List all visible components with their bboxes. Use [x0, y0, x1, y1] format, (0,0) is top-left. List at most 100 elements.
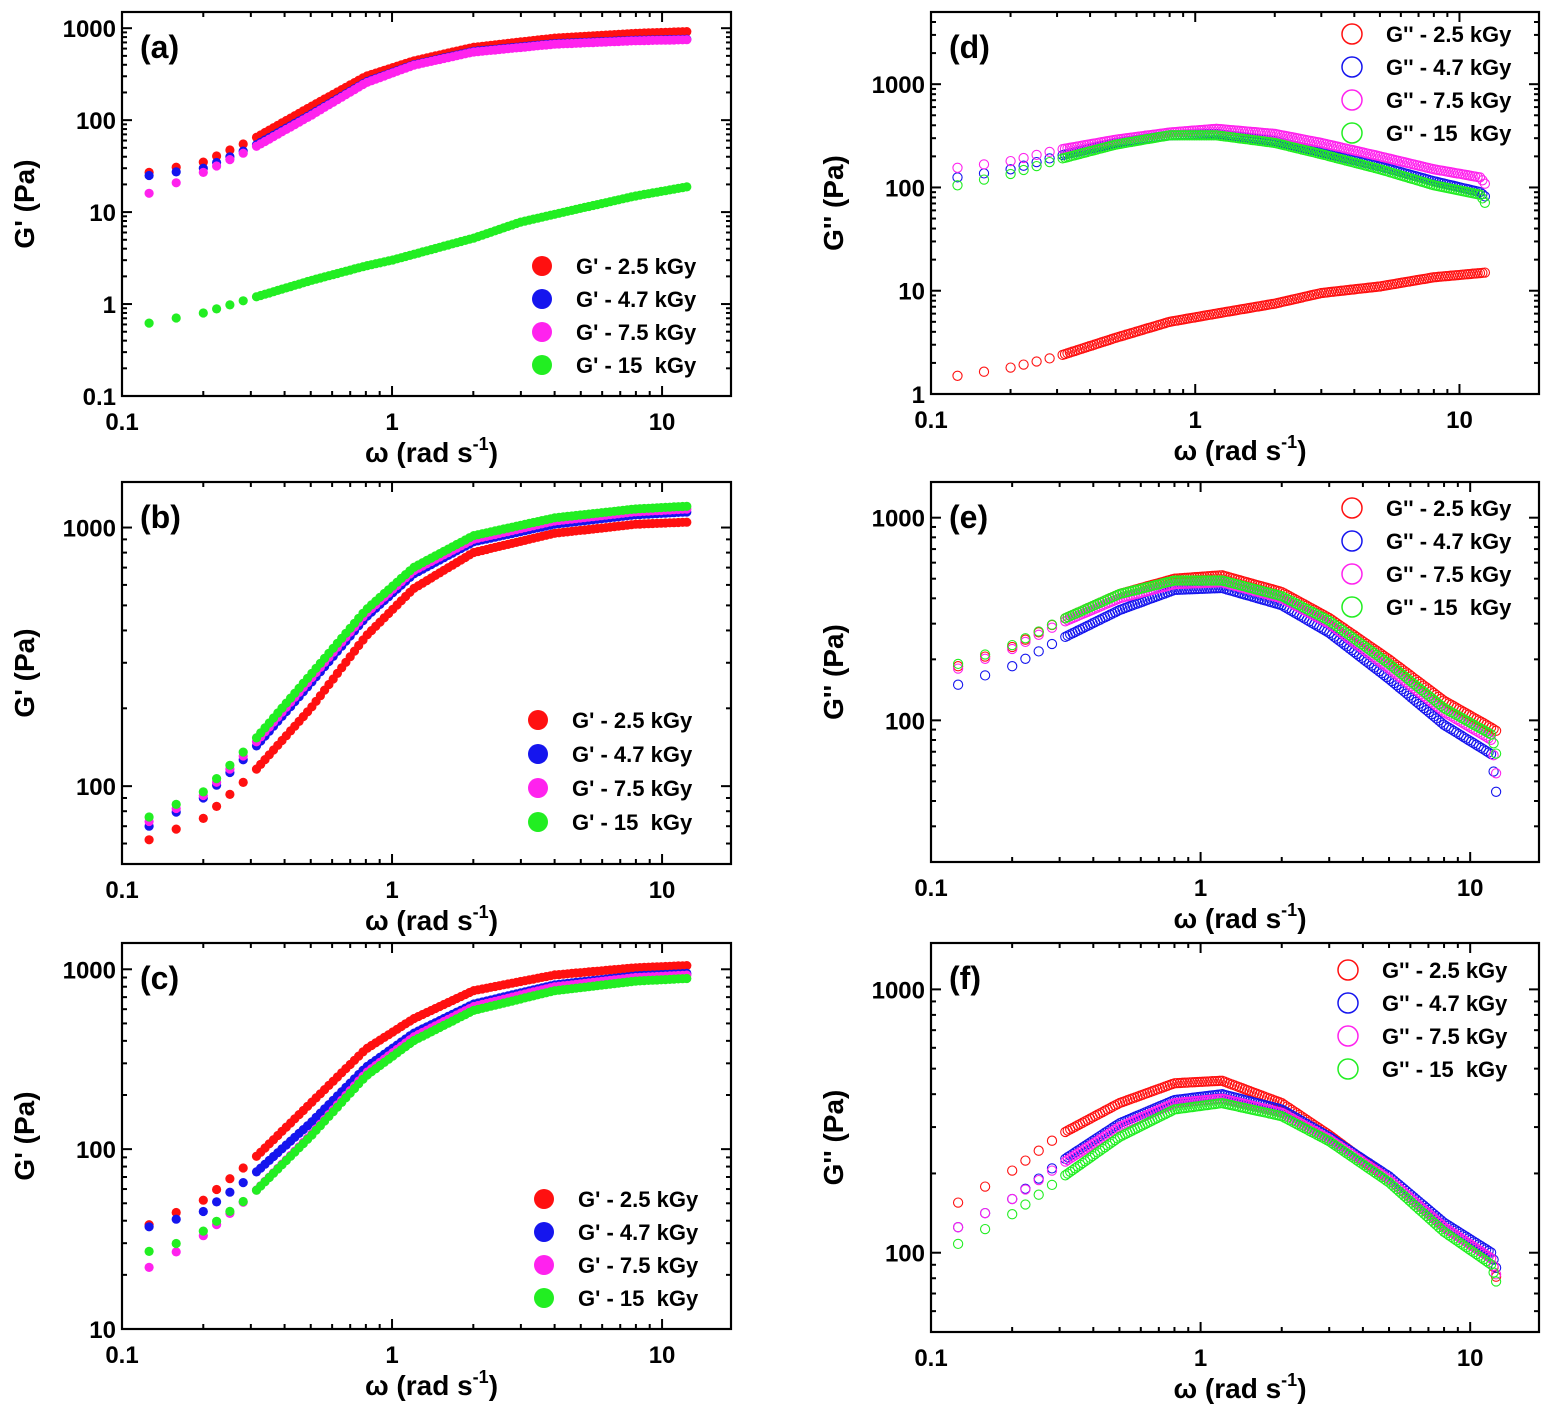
- data-point: [1164, 130, 1176, 141]
- legend-marker: [1341, 530, 1363, 552]
- data-point: [952, 679, 964, 690]
- plot-frame: [120, 941, 733, 1331]
- data-point: [979, 1181, 991, 1192]
- data-point: [171, 1238, 181, 1249]
- legend-label: G'' - 2.5 kGy: [1382, 958, 1508, 983]
- legend-marker: [534, 1255, 554, 1275]
- x-axis-title: ω (rad s-1): [365, 434, 498, 468]
- data-point: [979, 651, 991, 662]
- data-point: [1087, 1135, 1098, 1147]
- data-point: [1112, 605, 1123, 617]
- y-tick-label: 100: [885, 708, 925, 735]
- legend-marker: [532, 256, 552, 276]
- data-point: [952, 180, 963, 191]
- data-markers: [952, 1075, 1502, 1287]
- y-tick-label: 100: [76, 1137, 116, 1164]
- data-point: [682, 35, 692, 45]
- data-point: [1199, 575, 1210, 586]
- data-point: [979, 1207, 991, 1219]
- chart-panel-c: 0.1 1 10 10 100 1000 ω (rad s-1) G' (Pa) (c) G' -…: [9, 941, 733, 1401]
- x-tick-label: 1: [385, 409, 398, 436]
- legend-marker: [1341, 23, 1363, 45]
- data-point: [1018, 152, 1029, 164]
- legend: G'' - 2.5 kGy G'' - 4.7 kGy G'' - 7.5 kGy G…: [1341, 496, 1512, 620]
- data-point: [238, 139, 248, 149]
- data-point: [1212, 575, 1223, 586]
- data-markers: [144, 501, 692, 845]
- data-point: [1451, 1230, 1462, 1241]
- y-axis-title: G' (Pa): [9, 628, 40, 717]
- legend-marker: [1341, 122, 1363, 144]
- data-point: [1033, 626, 1044, 637]
- data-point: [1448, 725, 1459, 737]
- legend-marker: [1341, 497, 1363, 519]
- data-point: [1456, 716, 1467, 728]
- y-tick-label: 100: [76, 108, 116, 135]
- data-point: [1443, 1225, 1454, 1236]
- data-point: [1458, 731, 1469, 743]
- data-point: [1018, 359, 1029, 370]
- data-point: [1490, 768, 1502, 779]
- y-tick-label: 1000: [872, 72, 925, 99]
- legend-label: G' - 15 kGy: [572, 810, 693, 835]
- data-point: [1077, 1145, 1088, 1156]
- data-point: [171, 799, 181, 810]
- data-point: [1092, 1132, 1103, 1143]
- data-point: [1044, 156, 1055, 168]
- data-point: [1089, 1137, 1101, 1148]
- data-point: [1443, 722, 1454, 733]
- legend-label: G' - 2.5 kGy: [578, 1187, 699, 1212]
- series-f-2: [952, 1093, 1502, 1280]
- data-point: [171, 178, 181, 188]
- y-tick-label: 10: [898, 279, 925, 306]
- data-point: [1477, 175, 1488, 186]
- x-tick-label: 0.1: [105, 877, 138, 904]
- legend-marker: [528, 710, 548, 730]
- x-axis-title: ω (rad s-1): [1173, 432, 1306, 466]
- data-point: [682, 973, 692, 984]
- data-point: [1446, 711, 1457, 722]
- series-c-0: [144, 961, 692, 1230]
- y-tick-label: 1000: [63, 516, 116, 543]
- data-point: [1031, 156, 1042, 168]
- data-point: [1172, 130, 1183, 141]
- data-point: [1458, 718, 1469, 729]
- data-point: [682, 517, 692, 527]
- data-point: [171, 1214, 181, 1224]
- x-tick-label: 0.1: [105, 409, 138, 436]
- data-point: [952, 1222, 964, 1233]
- data-point: [212, 774, 222, 784]
- data-point: [144, 835, 154, 845]
- data-markers: [952, 123, 1491, 381]
- data-point: [1203, 130, 1215, 141]
- data-point: [1441, 721, 1452, 732]
- x-axis-title: ω (rad s-1): [1173, 1370, 1306, 1404]
- data-point: [212, 1216, 222, 1226]
- data-point: [1046, 1163, 1058, 1174]
- data-point: [198, 1195, 208, 1205]
- legend-label: G'' - 4.7 kGy: [1386, 529, 1512, 554]
- y-axis-title: G' (Pa): [9, 159, 40, 248]
- data-point: [225, 155, 235, 165]
- data-point: [1189, 575, 1200, 586]
- data-point: [1206, 130, 1217, 141]
- data-point: [1179, 130, 1190, 141]
- data-point: [952, 658, 964, 670]
- y-tick-label: 1000: [872, 506, 925, 533]
- legend-marker: [534, 1222, 554, 1242]
- legend-marker: [532, 355, 552, 375]
- legend-label: G' - 7.5 kGy: [576, 320, 697, 345]
- x-tick-label: 10: [649, 1342, 676, 1369]
- data-point: [1214, 575, 1225, 586]
- data-point: [1018, 164, 1029, 176]
- data-point: [1443, 709, 1454, 720]
- legend-label: G'' - 2.5 kGy: [1386, 22, 1512, 47]
- data-point: [1479, 191, 1491, 202]
- data-point: [1182, 575, 1193, 586]
- series-a-3: [144, 182, 692, 328]
- x-tick-label: 0.1: [914, 875, 947, 902]
- data-point: [1490, 1262, 1502, 1273]
- data-point: [1441, 708, 1452, 719]
- data-point: [1020, 1155, 1031, 1166]
- data-point: [1033, 1145, 1044, 1156]
